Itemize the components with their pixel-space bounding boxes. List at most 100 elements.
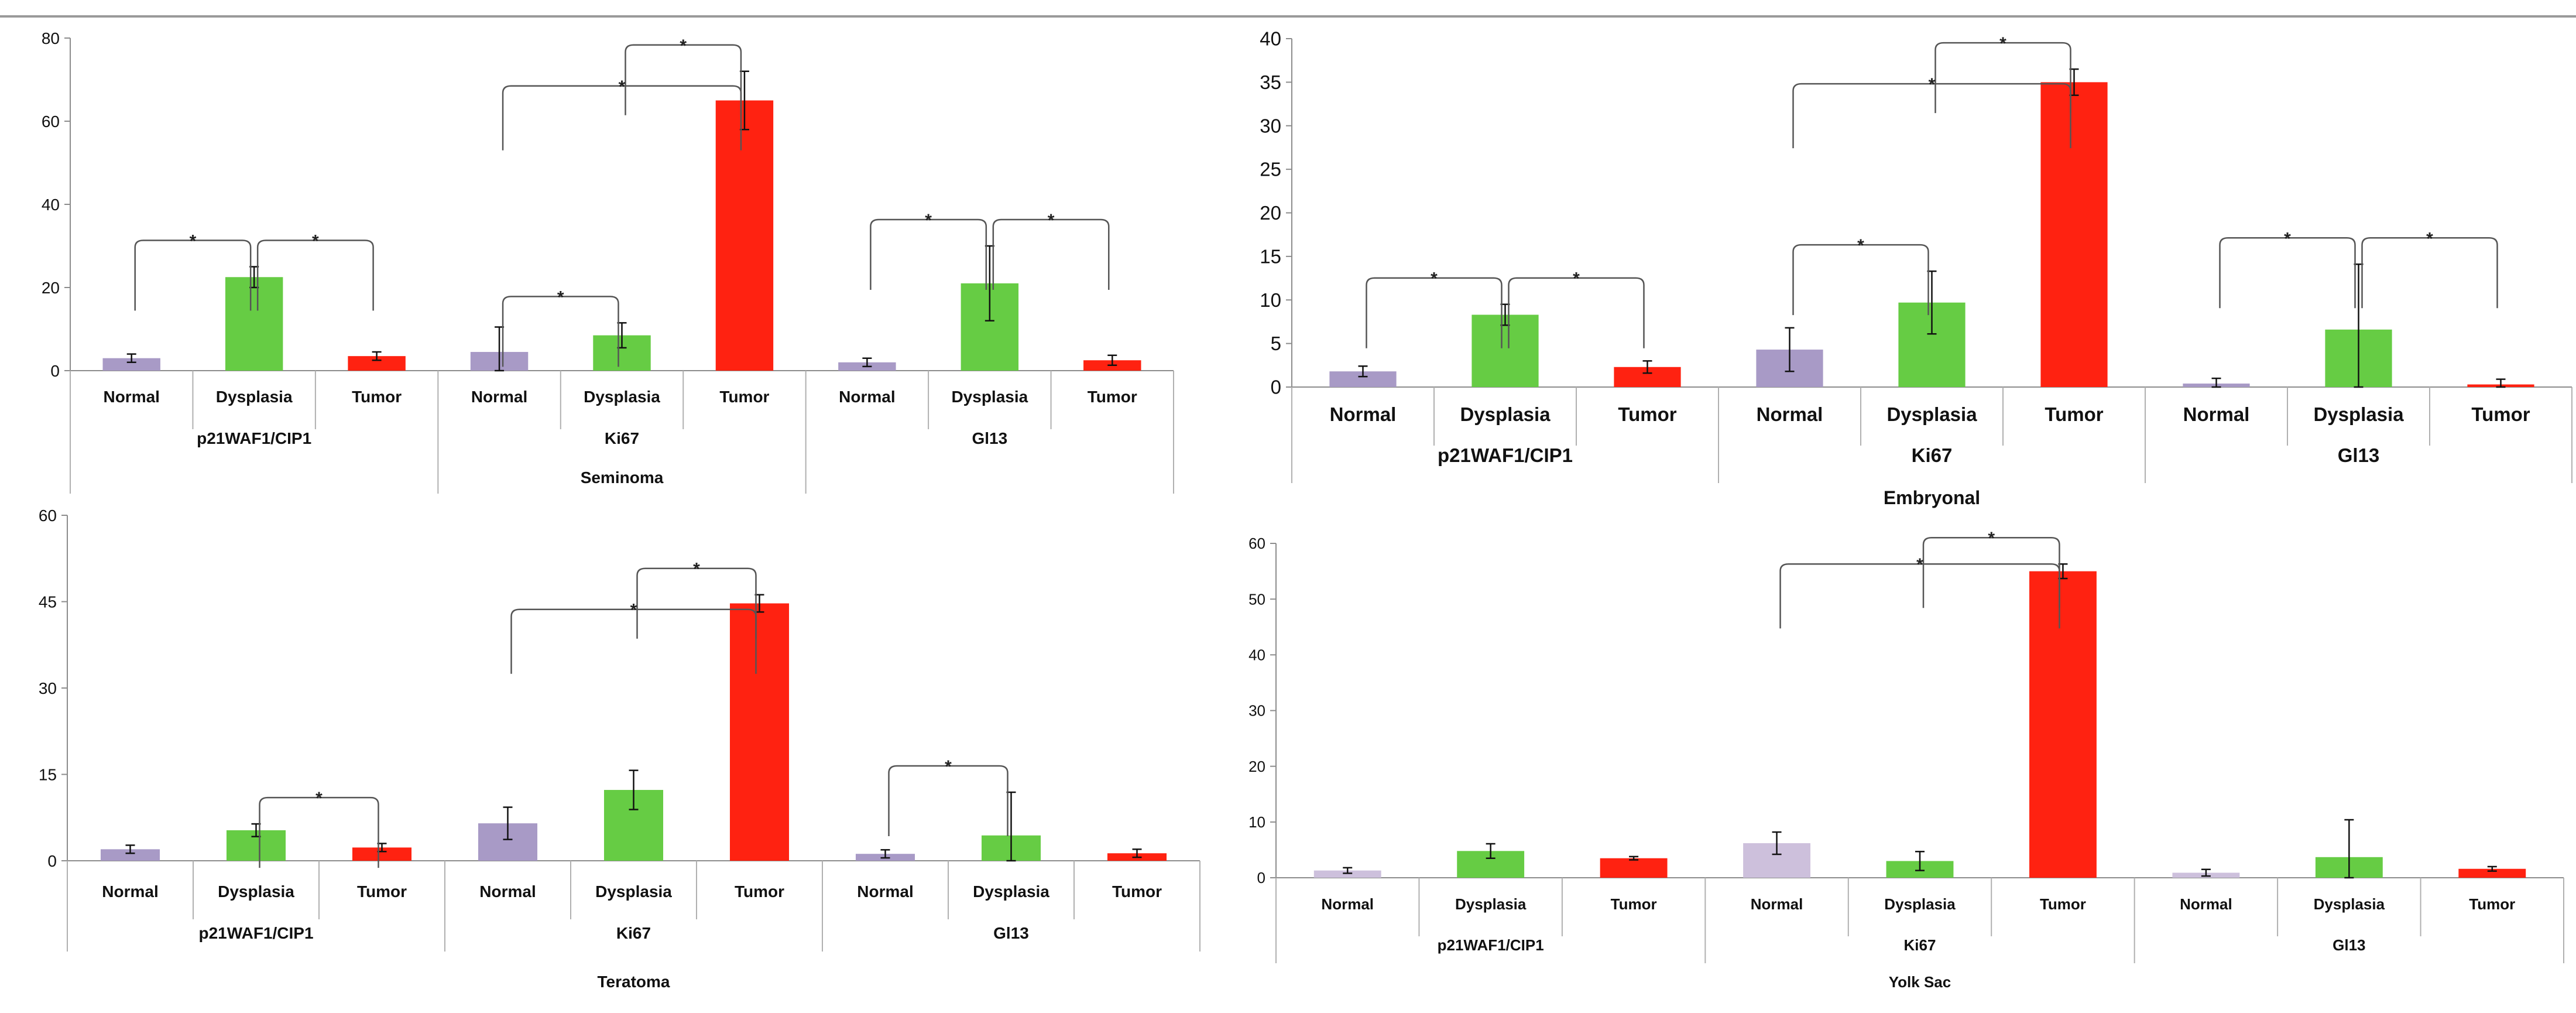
category-label: Dysplasia [1460, 403, 1551, 425]
category-label: Dysplasia [1455, 895, 1527, 913]
category-label: Normal [471, 388, 527, 406]
category-label: Normal [102, 882, 158, 901]
significance-asterisk: * [1999, 34, 2006, 53]
category-label: Tumor [2045, 403, 2103, 425]
y-tick-label: 60 [1248, 535, 1265, 552]
significance-asterisk: * [619, 77, 626, 97]
significance-bracket [1934, 42, 2071, 114]
category-label: Normal [103, 388, 159, 406]
category-label: Normal [479, 882, 536, 901]
bar-normal-p21waf1cip1 [1313, 870, 1381, 878]
significance-bracket [636, 567, 757, 639]
bar-tumor-ki67 [729, 603, 790, 861]
significance-bracket [992, 218, 1110, 290]
category-label: Normal [1330, 403, 1397, 425]
group-label: Gl13 [972, 429, 1007, 447]
group-label: Gl13 [2333, 936, 2365, 954]
category-label: Normal [839, 388, 895, 406]
y-tick-label: 15 [1260, 245, 1281, 267]
y-tick-label: 30 [1248, 702, 1265, 720]
bar-tumor-ki67 [715, 100, 774, 371]
y-tick-label: 0 [1271, 377, 1281, 398]
significance-asterisk: * [1988, 529, 1995, 548]
significance-bracket [1792, 83, 2071, 149]
significance-asterisk: * [190, 232, 197, 251]
y-tick-label: 15 [39, 765, 57, 783]
significance-bracket [870, 218, 987, 290]
group-label: Ki67 [605, 429, 639, 447]
significance-asterisk: * [2426, 229, 2433, 248]
chart-embryonal: 0 5 10 15 20 25 30 35 40 Normal Dysplasia Tumor p21W… [1260, 28, 2572, 508]
chart-title: Yolk Sac [1889, 973, 1951, 991]
group-label: p21WAF1/CIP1 [198, 924, 313, 942]
category-label: Dysplasia [1886, 403, 1977, 425]
category-label: Tumor [2040, 895, 2086, 913]
category-label: Normal [1321, 895, 1374, 913]
group-label: p21WAF1/CIP1 [197, 429, 311, 447]
group-label: Ki67 [616, 924, 651, 942]
y-tick-label: 30 [39, 679, 57, 697]
category-label: Dysplasia [218, 882, 294, 901]
significance-bracket [1508, 277, 1645, 348]
bar-normal-p21waf1cip1 [102, 358, 160, 371]
significance-bracket [1366, 277, 1503, 348]
y-tick-label: 40 [1260, 28, 1281, 50]
significance-bracket [510, 608, 757, 674]
category-label: Dysplasia [951, 388, 1028, 406]
significance-asterisk: * [2284, 229, 2291, 248]
category-label: Tumor [1112, 882, 1162, 901]
category-label: Normal [857, 882, 913, 901]
significance-asterisk: * [315, 789, 323, 808]
category-label: Dysplasia [2314, 895, 2385, 913]
group-label: p21WAF1/CIP1 [1438, 444, 1573, 466]
category-label: Normal [1757, 403, 1823, 425]
chart-title: Embryonal [1884, 487, 1980, 508]
bar-tumor-gl13 [2458, 868, 2526, 878]
significance-asterisk: * [1857, 236, 1864, 255]
significance-asterisk: * [693, 560, 700, 579]
y-tick-label: 60 [42, 112, 60, 131]
y-tick-label: 40 [1248, 646, 1265, 663]
y-tick-label: 80 [42, 29, 60, 47]
category-label: Dysplasia [595, 882, 672, 901]
group-label: Gl13 [2338, 444, 2380, 466]
y-tick-label: 30 [1260, 115, 1281, 136]
category-label: Normal [1751, 895, 1803, 913]
significance-bracket [1792, 244, 1929, 316]
y-tick-label: 0 [47, 852, 57, 870]
category-label: Dysplasia [1884, 895, 1956, 913]
y-tick-label: 50 [1248, 590, 1265, 608]
category-label: Tumor [1088, 388, 1137, 406]
significance-asterisk: * [557, 288, 564, 307]
significance-bracket [2219, 237, 2356, 309]
y-tick-label: 45 [39, 593, 57, 611]
group-label: Ki67 [1912, 444, 1953, 466]
significance-asterisk: * [680, 36, 687, 56]
y-tick-label: 25 [1260, 159, 1281, 180]
group-label: p21WAF1/CIP1 [1438, 936, 1544, 954]
chart-teratoma: 0 15 30 45 60 Normal Dysplasia Tumor p21WAF1/CIP… [39, 506, 1200, 991]
y-tick-label: 35 [1260, 71, 1281, 93]
category-label: Dysplasia [216, 388, 293, 406]
significance-asterisk: * [1916, 555, 1923, 574]
significance-asterisk: * [1431, 269, 1438, 289]
significance-asterisk: * [1929, 75, 1936, 94]
chart-yolksac: 0 10 20 30 40 50 60 Normal Dysplasia Tumor p21WAF1… [1248, 529, 2564, 991]
significance-bracket [1779, 563, 2060, 629]
significance-asterisk: * [925, 211, 932, 230]
significance-bracket [502, 296, 619, 367]
category-label: Dysplasia [973, 882, 1049, 901]
category-label: Tumor [352, 388, 402, 406]
chart-title: Seminoma [581, 468, 664, 487]
bar-tumor-p21waf1cip1 [1600, 858, 1668, 878]
significance-bracket [1922, 536, 2060, 608]
category-label: Normal [2180, 895, 2232, 913]
y-tick-label: 5 [1271, 333, 1281, 354]
y-tick-label: 0 [50, 362, 60, 380]
significance-asterisk: * [1048, 211, 1055, 230]
chart-seminoma: 0 20 40 60 80 Normal Dysplasia Tumor p21WAF1/CIP… [42, 29, 1174, 494]
bar-tumor-ki67 [2029, 571, 2097, 878]
significance-asterisk: * [630, 601, 637, 620]
category-label: Tumor [1611, 895, 1657, 913]
